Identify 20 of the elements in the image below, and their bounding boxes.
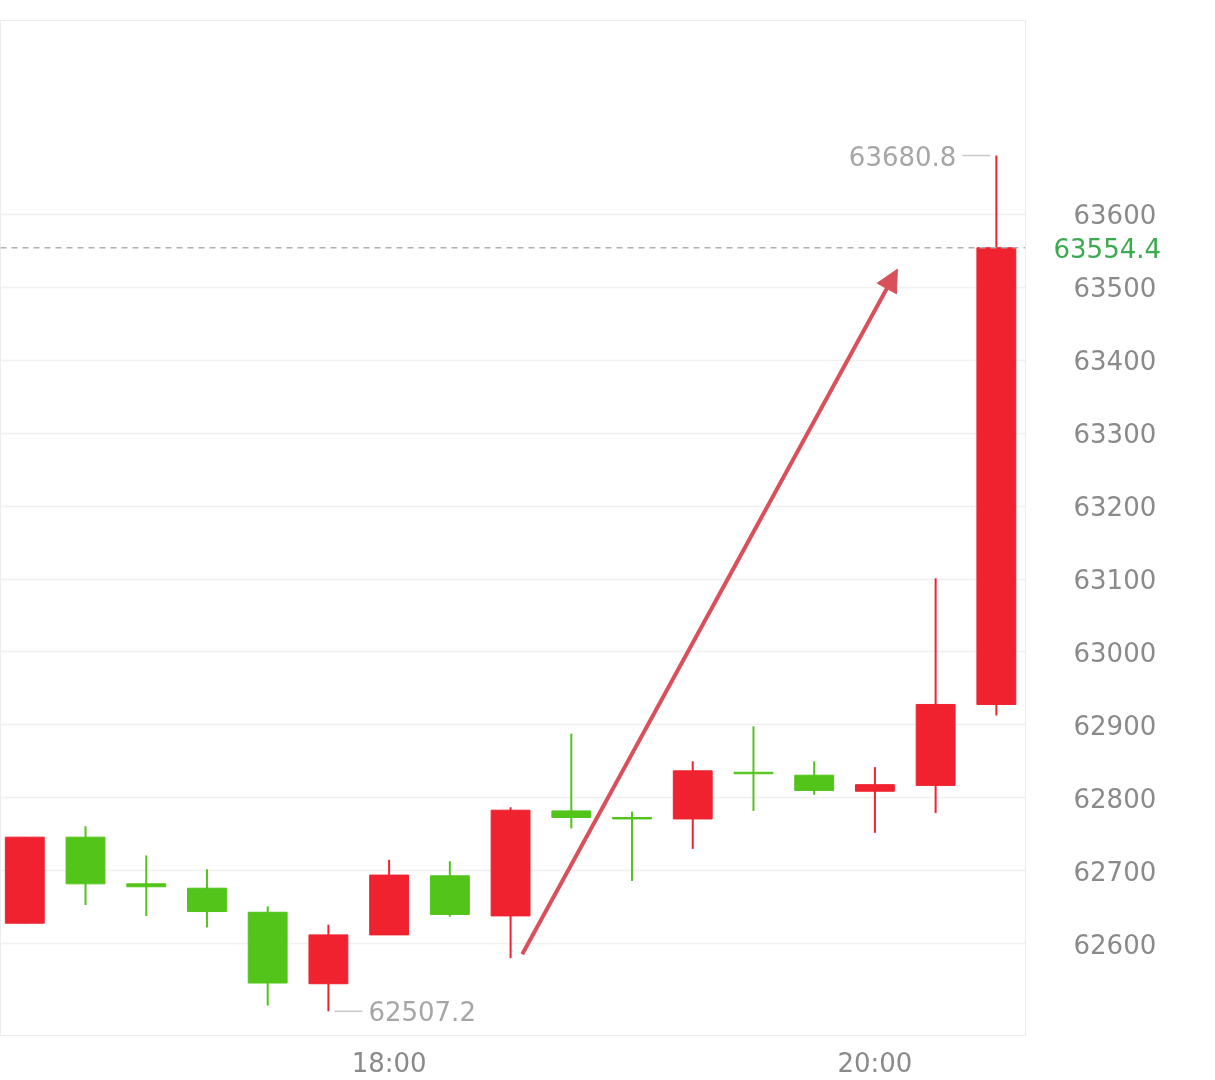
y-tick-label: 63000 <box>1073 637 1157 668</box>
y-tick-label: 63400 <box>1073 346 1157 377</box>
annotation: 62507.2 <box>368 997 476 1028</box>
y-tick-label: 63200 <box>1073 492 1157 523</box>
y-tick-label: 62900 <box>1073 710 1157 741</box>
ref-line-label: 63554.4 <box>1053 233 1162 264</box>
candlestick <box>854 766 895 834</box>
candlestick <box>612 810 652 882</box>
y-tick-label: 63300 <box>1073 419 1157 450</box>
y-tick-label: 63600 <box>1073 200 1157 231</box>
annotation: 63680.8 <box>848 141 957 172</box>
y-tick-label: 63500 <box>1073 273 1157 304</box>
y-tick-label: 63100 <box>1073 565 1157 596</box>
y-tick-label: 62700 <box>1073 856 1157 887</box>
y-tick-label: 62800 <box>1073 783 1157 814</box>
x-tick-label: 20:00 <box>837 1047 913 1078</box>
candlestick <box>551 732 592 830</box>
candlestick <box>126 854 167 917</box>
x-tick-label: 18:00 <box>351 1047 427 1078</box>
y-tick-label: 62600 <box>1073 929 1157 960</box>
